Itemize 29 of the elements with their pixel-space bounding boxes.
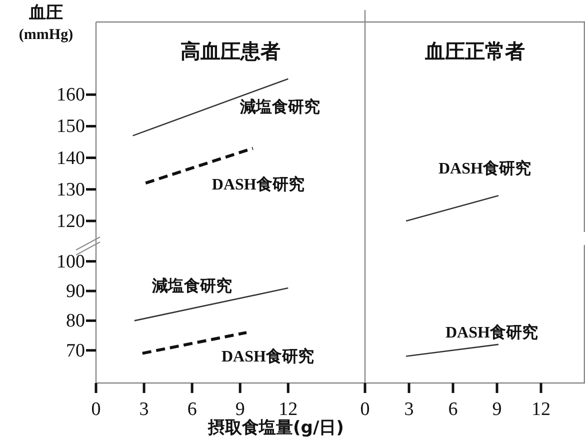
- x-axis-title: 摂取食塩量(g/日): [207, 418, 344, 438]
- y-tick-label: 140: [56, 148, 85, 169]
- y-tick-label: 160: [56, 84, 85, 106]
- y-tick-label: 150: [56, 116, 85, 138]
- x-tick-label: 12: [278, 399, 298, 420]
- x-tick-label: 3: [139, 399, 149, 420]
- x-tick-label: 6: [448, 399, 458, 420]
- y-tick-label: 120: [56, 210, 85, 232]
- x-tick-label: 0: [91, 399, 101, 420]
- y-tick-label: 90: [66, 281, 85, 302]
- x-tick-label: 9: [235, 399, 245, 420]
- text: 血圧正常者: [424, 39, 525, 63]
- x-tick-label: 12: [532, 399, 550, 420]
- y-tick-label: 70: [66, 340, 85, 362]
- series-label: DASH食研究: [212, 175, 304, 194]
- text: 高血圧患者: [180, 39, 280, 63]
- series-label: DASH食研究: [445, 323, 538, 342]
- x-tick-label: 0: [360, 399, 370, 420]
- series-label: DASH食研究: [438, 160, 531, 178]
- series-label: 減塩食研究: [151, 277, 232, 296]
- x-tick-label: 9: [492, 399, 502, 420]
- series-label: 減塩食研究: [239, 98, 320, 116]
- y-tick-label: 130: [56, 179, 85, 200]
- series-label: DASH食研究: [222, 348, 314, 366]
- x-tick-label: 3: [404, 399, 414, 420]
- y-axis-title: 血圧 (mmHg): [18, 3, 74, 43]
- y-tick-label: 80: [66, 310, 85, 332]
- y-tick-label: 100: [56, 251, 85, 272]
- x-tick-label: 6: [187, 399, 197, 420]
